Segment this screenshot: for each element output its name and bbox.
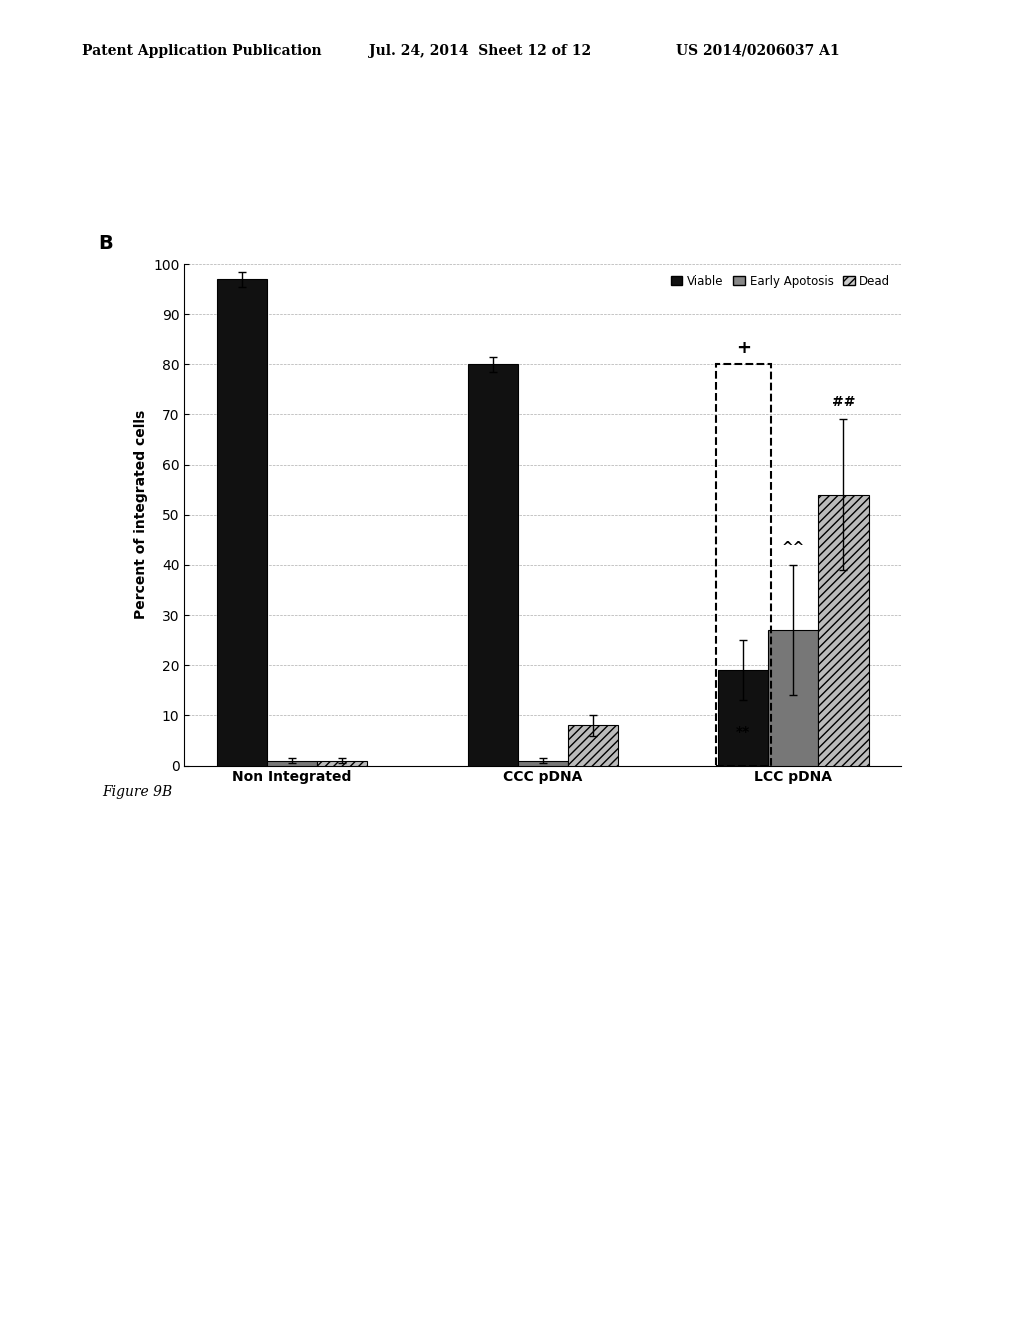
Bar bbox=[818, 495, 868, 766]
Bar bbox=[768, 630, 818, 766]
Text: Patent Application Publication: Patent Application Publication bbox=[82, 44, 322, 58]
Text: Jul. 24, 2014  Sheet 12 of 12: Jul. 24, 2014 Sheet 12 of 12 bbox=[369, 44, 591, 58]
Text: +: + bbox=[735, 339, 751, 356]
Y-axis label: Percent of integrated cells: Percent of integrated cells bbox=[133, 411, 147, 619]
Text: ^^: ^^ bbox=[781, 541, 805, 554]
Text: ##: ## bbox=[831, 396, 855, 409]
Text: B: B bbox=[98, 234, 113, 253]
Text: Figure 9B: Figure 9B bbox=[102, 785, 173, 800]
Text: **: ** bbox=[736, 726, 751, 739]
Bar bbox=[518, 760, 567, 766]
Bar bbox=[317, 760, 368, 766]
Bar bbox=[468, 364, 518, 766]
Bar bbox=[567, 726, 617, 766]
Bar bbox=[718, 671, 768, 766]
Bar bbox=[716, 364, 771, 766]
Legend: Viable, Early Apotosis, Dead: Viable, Early Apotosis, Dead bbox=[666, 269, 895, 292]
Text: US 2014/0206037 A1: US 2014/0206037 A1 bbox=[676, 44, 840, 58]
Bar bbox=[217, 279, 267, 766]
Bar bbox=[267, 760, 317, 766]
